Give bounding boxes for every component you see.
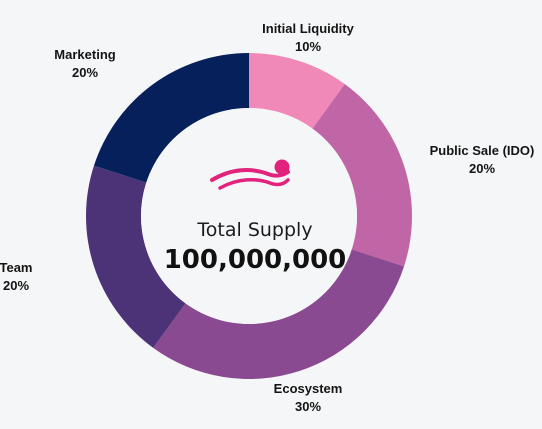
- donut-hole: [141, 108, 357, 324]
- slice-marketing: [93, 53, 250, 183]
- slice-public-sale-ido: [312, 84, 412, 267]
- slice-initial-liquidity: [249, 53, 345, 129]
- slice-team: [86, 165, 186, 348]
- slice-labels: Initial Liquidity 10% Public Sale (IDO) 20%…: [0, 21, 534, 414]
- donut-slices: [86, 53, 412, 379]
- slice-label-initial-liquidity: Initial Liquidity: [262, 21, 354, 36]
- slice-percent-initial-liquidity: 10%: [295, 39, 321, 54]
- slice-label-marketing: Marketing: [54, 47, 115, 62]
- slice-label-public-sale-ido: Public Sale (IDO): [430, 143, 535, 158]
- slice-percent-marketing: 20%: [72, 65, 98, 80]
- slice-percent-team: 20%: [3, 278, 29, 293]
- slice-percent-public-sale-ido: 20%: [469, 161, 495, 176]
- slice-percent-ecosystem: 30%: [295, 399, 321, 414]
- brand-wave-logo-icon: [210, 159, 290, 190]
- slice-label-ecosystem: Ecosystem: [274, 381, 343, 396]
- center-total-value: 100,000,000: [164, 245, 347, 275]
- slice-ecosystem: [153, 249, 405, 379]
- center-title: Total Supply: [196, 219, 312, 241]
- slice-label-team: Team: [0, 260, 33, 275]
- donut-center: Total Supply 100,000,000: [164, 159, 347, 275]
